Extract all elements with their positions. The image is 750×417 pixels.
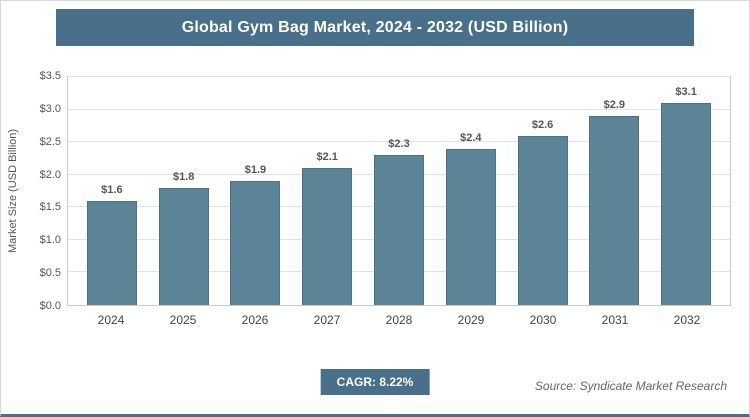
bar-value-label: $1.9 bbox=[244, 164, 267, 177]
bar-value-label: $3.1 bbox=[675, 86, 697, 99]
plot-area: $1.6 $1.8 $1.9 $2.1 $2.3 $2.4 $2.6 $2.9 $3.1 bbox=[67, 76, 731, 306]
gridline bbox=[68, 76, 730, 77]
x-tick-label: 2029 bbox=[457, 313, 485, 327]
bar-value-label: $1.6 bbox=[101, 183, 123, 196]
bar-slot: $2.4 bbox=[435, 77, 507, 305]
bar-slot: $1.6 bbox=[76, 77, 148, 305]
bar bbox=[86, 200, 137, 305]
gridline bbox=[68, 108, 730, 110]
y-tick-label: $3.5 bbox=[39, 70, 61, 82]
bar-value-label: $2.6 bbox=[531, 118, 554, 131]
bar-slot: $2.1 bbox=[291, 77, 363, 305]
bar-series: $1.6 $1.8 $1.9 $2.1 $2.3 $2.4 $2.6 $2.9 $3.1 bbox=[68, 77, 730, 305]
bar-slot: $1.9 bbox=[220, 77, 292, 305]
y-tick-label: $0.0 bbox=[39, 300, 61, 312]
y-axis-tick-labels: $0.0 $0.5 $1.0 $1.5 $2.0 $2.5 $3.0 $3.5 bbox=[23, 70, 61, 312]
y-tick-label: $0.5 bbox=[39, 267, 61, 280]
bar bbox=[445, 148, 496, 305]
y-axis-title: Market Size (USD Billion) bbox=[7, 128, 19, 254]
y-tick-label: $1.5 bbox=[39, 201, 61, 214]
y-tick-label: $2.5 bbox=[39, 135, 61, 148]
y-tick-label: $1.0 bbox=[39, 234, 61, 247]
bar bbox=[661, 103, 712, 305]
bar bbox=[589, 116, 640, 305]
chart-title: Global Gym Bag Market, 2024 - 2032 (USD … bbox=[56, 9, 694, 46]
bar-slot: $3.1 bbox=[650, 77, 722, 305]
bar-slot: $2.9 bbox=[578, 77, 650, 305]
y-tick-label: $3.0 bbox=[39, 102, 61, 115]
x-axis-tick-labels: 2024 2025 2026 2027 2028 2029 2030 2031 2032 bbox=[67, 313, 731, 327]
bar-slot: $2.3 bbox=[363, 77, 435, 305]
bar-slot: $2.6 bbox=[507, 77, 579, 305]
x-tick-label: 2030 bbox=[529, 313, 557, 327]
x-tick-label: 2027 bbox=[313, 313, 341, 327]
bar bbox=[230, 181, 281, 305]
x-tick-label: 2026 bbox=[241, 313, 269, 327]
bar-slot: $1.8 bbox=[148, 77, 220, 305]
source-text: Source: Syndicate Market Research bbox=[534, 379, 727, 393]
bar-value-label: $2.1 bbox=[316, 151, 338, 164]
x-tick-label: 2025 bbox=[169, 313, 197, 327]
bar-value-label: $2.9 bbox=[603, 99, 626, 112]
bar bbox=[517, 135, 568, 305]
gridline bbox=[68, 141, 730, 143]
bar bbox=[158, 187, 209, 305]
x-tick-label: 2028 bbox=[385, 313, 413, 327]
bar bbox=[302, 168, 353, 305]
y-tick-label: $2.0 bbox=[39, 168, 61, 181]
x-tick-label: 2032 bbox=[673, 313, 701, 327]
bar bbox=[374, 155, 425, 305]
bar-value-label: $2.4 bbox=[460, 131, 482, 144]
x-tick-label: 2024 bbox=[97, 313, 125, 327]
bar-value-label: $1.8 bbox=[172, 170, 195, 183]
cagr-badge: CAGR: 8.22% bbox=[320, 369, 430, 395]
bar-value-label: $2.3 bbox=[388, 138, 410, 151]
x-tick-label: 2031 bbox=[601, 313, 629, 327]
